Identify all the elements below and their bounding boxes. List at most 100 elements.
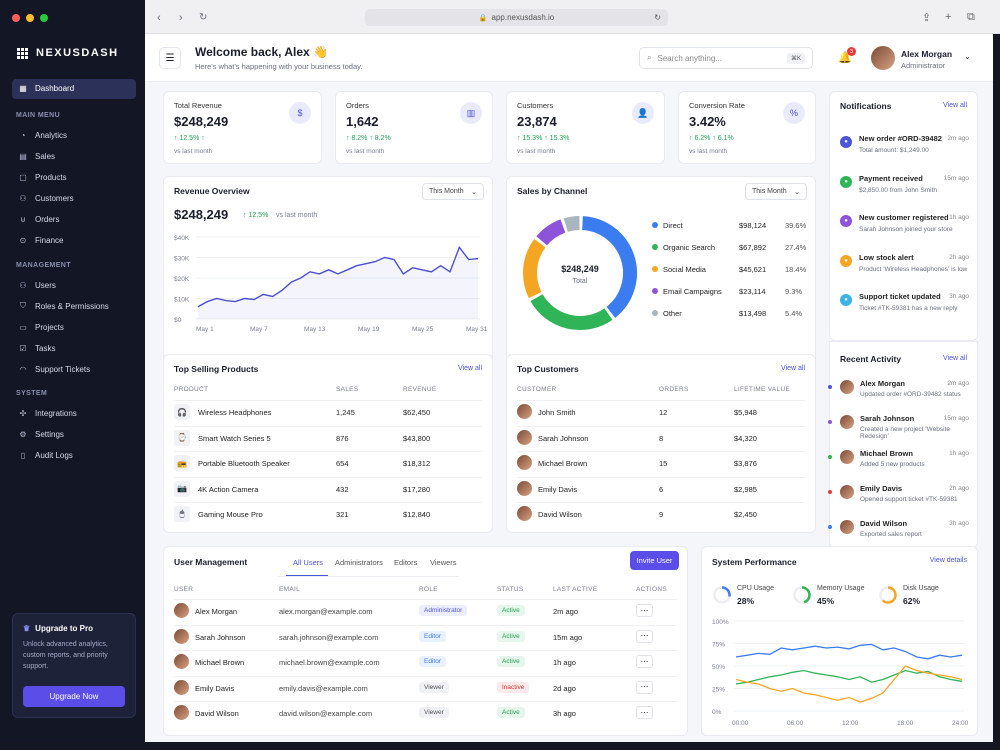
activity-user[interactable]: Michael Brown [860,449,913,458]
minimize-window-button[interactable] [26,14,34,22]
address-bar[interactable]: 🔒 app.nexusdash.io ↻ [365,9,668,26]
url-text: app.nexusdash.io [491,13,555,22]
sidebar-item-users[interactable]: ⚇ Users [18,280,55,290]
customer-name[interactable]: Sarah Johnson [538,433,589,443]
tab-viewers[interactable]: Viewers [430,558,457,567]
view-all-link[interactable]: View all [458,365,482,372]
customer-name[interactable]: Michael Brown [538,459,588,468]
view-all-link[interactable]: View all [943,102,967,109]
chevron-down-icon[interactable]: ⌄ [964,52,971,61]
gauge-value: 28% [737,596,755,606]
period-dropdown[interactable]: This Month ⌄ [745,183,807,200]
activity-user[interactable]: Alex Morgan [860,379,906,388]
pie-slice[interactable] [530,293,613,330]
sidebar-item-finance[interactable]: ⊙ Finance [18,235,64,245]
avatar [174,628,189,644]
sidebar-item-settings[interactable]: ⚙ Settings [18,429,64,439]
customer-value: $2,450 [734,510,757,519]
user-name[interactable]: Alex Morgan [195,607,238,616]
sidebar-item-roles[interactable]: ⛉ Roles & Permissions [18,301,109,311]
sidebar-item-projects[interactable]: ▭ Projects [18,322,64,332]
notification-title[interactable]: Payment received [859,173,923,183]
sidebar-item-label: Products [35,172,67,182]
more-actions-icon[interactable]: ⋯ [636,655,653,668]
sidebar-item-support[interactable]: ◠ Support Tickets [18,364,91,374]
reload-icon[interactable]: ↻ [199,12,208,23]
pie-slice[interactable] [581,216,637,318]
notification-title[interactable]: New order #ORD-39482 [859,134,942,143]
notification-title[interactable]: Support ticket updated [859,292,941,301]
activity-user[interactable]: David Wilson [860,519,908,528]
gauge-fill [793,586,811,604]
sidebar-item-integrations[interactable]: ✣ Integrations [18,408,77,418]
share-icon[interactable]: ⇪ [922,12,932,24]
user-avatar[interactable] [871,46,895,70]
customer-name[interactable]: Emily Davis [538,484,578,494]
forward-icon[interactable]: › [179,12,183,24]
legend-swatch [652,266,658,272]
sidebar-item-tasks[interactable]: ☑ Tasks [18,343,55,353]
notification-title[interactable]: Low stock alert [859,252,914,262]
menu-toggle-button[interactable]: ☰ [159,47,181,69]
tab-administrators[interactable]: Administrators [335,558,383,567]
search-box[interactable]: ⌕ Search anything... ⌘K [639,47,813,69]
sidebar-item-audit-logs[interactable]: ▯ Audit Logs [18,450,73,460]
user-name[interactable]: Emily Davis [195,683,235,693]
notification-time: 15m ago [943,174,969,182]
pie-slice[interactable] [563,216,580,232]
card-title: Top Selling Products [174,364,259,374]
cart-icon: ⊍ [20,214,26,224]
revenue-line-chart: $40K $30K $20K $10K $0 May 1 May 7 May 13 May 19… [174,235,488,333]
customer-orders: 12 [659,408,668,417]
sidebar-item-dashboard[interactable] [12,79,136,99]
sidebar-item-analytics[interactable]: ◔ Analytics [18,130,67,140]
back-icon[interactable]: ‹ [157,12,161,24]
refresh-icon[interactable]: ↻ [654,13,661,22]
customer-name[interactable]: David Wilson [538,510,582,519]
avatar [840,485,854,499]
tab-all-users[interactable]: All Users [293,558,324,567]
maximize-window-button[interactable] [40,14,48,22]
more-actions-icon[interactable]: ⋯ [636,604,653,617]
sidebar-item-orders[interactable]: ⊍ Orders [18,214,59,224]
product-name[interactable]: Wireless Headphones [198,408,272,417]
customer-name[interactable]: John Smith [538,408,576,417]
invite-user-button[interactable]: Invite User [630,551,679,570]
user-name[interactable]: David Wilson [195,709,239,718]
brand-logo[interactable]: NEXUSDASH [17,47,119,59]
view-details-link[interactable]: View details [929,557,967,564]
sidebar-item-products[interactable]: ▢ Products [18,172,67,182]
more-actions-icon[interactable]: ⋯ [636,706,653,719]
view-all-link[interactable]: View all [781,365,805,372]
new-tab-icon[interactable]: + [945,11,952,23]
notification-title[interactable]: New customer registered [859,213,949,222]
product-name[interactable]: Portable Bluetooth Speaker [198,459,290,468]
tabs-overview-icon[interactable]: ⧉ [967,11,975,23]
gauge-ring [713,586,731,604]
user-name[interactable]: Sarah Johnson [195,632,246,642]
activity-time: 2m ago [947,380,969,387]
avatar [174,603,189,618]
more-actions-icon[interactable]: ⋯ [636,680,653,694]
more-actions-icon[interactable]: ⋯ [636,629,653,643]
product-name[interactable]: Smart Watch Series 5 [198,433,271,443]
activity-user[interactable]: Emily Davis [860,484,903,493]
activity-user[interactable]: Sarah Johnson [860,414,915,423]
sidebar-item-dashboard-label-wrap[interactable]: ▦ Dashboard [18,83,74,93]
pie-slice[interactable] [536,219,566,246]
row-divider [517,476,805,478]
upgrade-button[interactable]: Upgrade Now [23,686,125,707]
close-window-button[interactable] [12,14,20,22]
product-name[interactable]: Gaming Mouse Pro [198,510,263,519]
product-name[interactable]: 4K Action Camera [198,484,259,494]
user-email: alex.morgan@example.com [279,607,373,616]
status-badge: Inactive [497,681,530,693]
user-name[interactable]: Michael Brown [195,658,245,667]
search-input[interactable]: Search anything... [657,53,722,63]
pie-slice[interactable] [523,239,546,299]
sidebar-item-customers[interactable]: ⚇ Customers [18,193,73,203]
period-dropdown[interactable]: This Month ⌄ [422,183,484,200]
sidebar-item-sales[interactable]: ▤ Sales [18,151,55,161]
view-all-link[interactable]: View all [943,355,967,362]
tab-editors[interactable]: Editors [394,558,418,567]
